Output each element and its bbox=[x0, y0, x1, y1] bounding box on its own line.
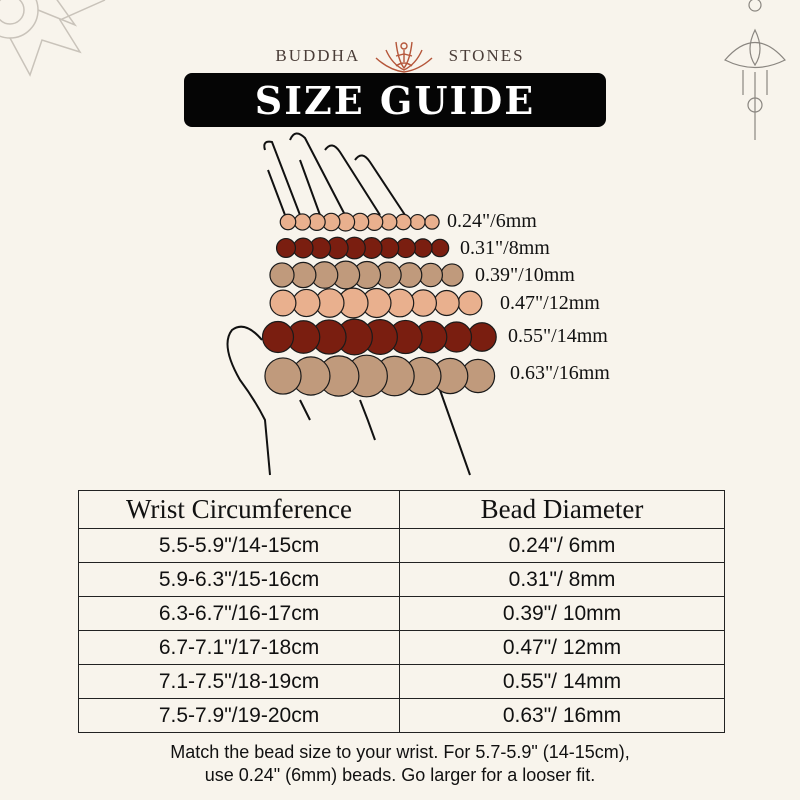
bead bbox=[418, 262, 444, 288]
size-guide-title-banner: SIZE GUIDE bbox=[184, 73, 606, 127]
bead bbox=[409, 213, 426, 231]
hand-outline bbox=[226, 132, 471, 476]
wrist-circumference-cell: 6.3-6.7"/16-17cm bbox=[78, 596, 400, 631]
bead-diameter-cell: 0.63"/ 16mm bbox=[399, 698, 725, 733]
fit-note-line-2: use 0.24" (6mm) beads. Go larger for a l… bbox=[204, 765, 596, 785]
table-row: 6.3-6.7"/16-17cm 0.39"/ 10mm bbox=[78, 596, 725, 631]
table-row: 6.7-7.1"/17-18cm 0.47"/ 12mm bbox=[78, 630, 725, 665]
bead bbox=[264, 357, 302, 395]
bead-diameter-cell: 0.55"/ 14mm bbox=[399, 664, 725, 699]
mandala-decoration-icon bbox=[0, 0, 106, 77]
wrist-circumference-cell: 5.9-6.3"/15-16cm bbox=[78, 562, 400, 597]
bead bbox=[394, 213, 412, 231]
table-row: 7.5-7.9"/19-20cm 0.63"/ 16mm bbox=[78, 698, 725, 733]
lotus-charm-decoration-icon bbox=[724, 0, 786, 140]
bead bbox=[269, 289, 297, 317]
bead bbox=[293, 213, 312, 231]
fit-note-line-1: Match the bead size to your wrist. For 5… bbox=[170, 742, 630, 762]
bead bbox=[430, 238, 450, 258]
wrist-circumference-cell: 7.1-7.5"/18-19cm bbox=[78, 664, 400, 699]
bead bbox=[279, 213, 297, 231]
header-bead-diameter: Bead Diameter bbox=[399, 490, 725, 529]
bead bbox=[457, 290, 483, 316]
page-title: SIZE GUIDE bbox=[254, 77, 536, 123]
buddha-lotus-logo-icon bbox=[374, 36, 434, 76]
fit-note: Match the bead size to your wrist. For 5… bbox=[0, 741, 800, 787]
wrist-circumference-cell: 5.5-5.9"/14-15cm bbox=[78, 528, 400, 563]
bead bbox=[424, 214, 440, 230]
bead bbox=[292, 237, 314, 259]
wrist-circumference-cell: 6.7-7.1"/17-18cm bbox=[78, 630, 400, 665]
bead-size-label: 0.55"/14mm bbox=[508, 325, 608, 347]
brand-name-left: BUDDHA bbox=[275, 46, 361, 65]
bead bbox=[261, 320, 295, 354]
size-table: Wrist Circumference Bead Diameter 5.5-5.… bbox=[78, 490, 725, 733]
bead-size-label: 0.39"/10mm bbox=[475, 264, 575, 286]
bead-diameter-cell: 0.39"/ 10mm bbox=[399, 596, 725, 631]
table-row: 7.1-7.5"/18-19cm 0.55"/ 14mm bbox=[78, 664, 725, 699]
table-row: 5.5-5.9"/14-15cm 0.24"/ 6mm bbox=[78, 528, 725, 563]
hand-bracelet-illustration bbox=[226, 132, 497, 476]
bead-size-label: 0.47"/12mm bbox=[500, 292, 600, 314]
bead bbox=[413, 238, 433, 258]
bead bbox=[275, 237, 297, 259]
bead-size-label: 0.24"/6mm bbox=[447, 210, 537, 232]
bead bbox=[440, 263, 464, 287]
brand-header: BUDDHA STONES bbox=[0, 36, 800, 76]
bead bbox=[269, 262, 295, 288]
table-header-row: Wrist Circumference Bead Diameter bbox=[78, 490, 725, 529]
brand-name-right: STONES bbox=[448, 46, 525, 65]
header-wrist-circumference: Wrist Circumference bbox=[78, 490, 400, 529]
bead-diameter-cell: 0.24"/ 6mm bbox=[399, 528, 725, 563]
bead bbox=[433, 289, 460, 317]
bead-diameter-cell: 0.31"/ 8mm bbox=[399, 562, 725, 597]
table-row: 5.9-6.3"/15-16cm 0.31"/ 8mm bbox=[78, 562, 725, 597]
bead-size-label: 0.63"/16mm bbox=[510, 362, 610, 384]
bead-diameter-cell: 0.47"/ 12mm bbox=[399, 630, 725, 665]
bead-size-label: 0.31"/8mm bbox=[460, 237, 550, 259]
wrist-circumference-cell: 7.5-7.9"/19-20cm bbox=[78, 698, 400, 733]
bead bbox=[292, 288, 321, 318]
